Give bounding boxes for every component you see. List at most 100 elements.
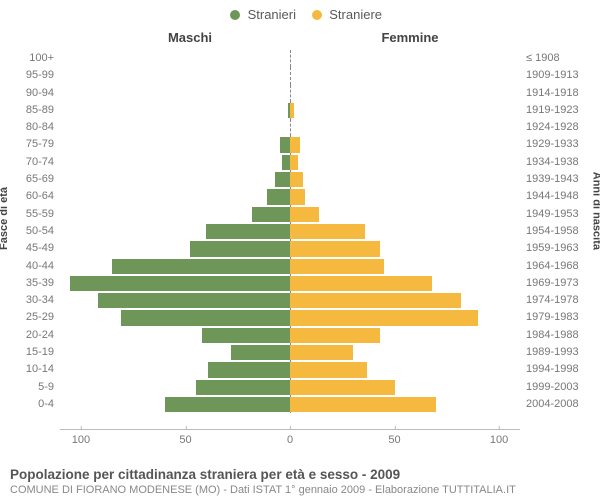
- bar-male: [252, 207, 290, 222]
- age-label: 75-79: [4, 136, 60, 153]
- chart-area: 100+≤ 190895-991909-191390-941914-191885…: [60, 50, 520, 430]
- age-label: 100+: [4, 50, 60, 67]
- pyramid-row: 75-791929-1933: [60, 136, 520, 153]
- age-label: 60-64: [4, 188, 60, 205]
- age-label: 40-44: [4, 258, 60, 275]
- bar-male: [202, 328, 290, 343]
- pyramid-row: 45-491959-1963: [60, 240, 520, 257]
- bar-female: [290, 259, 384, 274]
- bar-male: [165, 397, 290, 412]
- birth-year-label: 1954-1958: [520, 223, 598, 240]
- age-label: 30-34: [4, 292, 60, 309]
- birth-year-label: 1949-1953: [520, 206, 598, 223]
- age-label: 90-94: [4, 85, 60, 102]
- pyramid-row: 10-141994-1998: [60, 361, 520, 378]
- age-label: 5-9: [4, 379, 60, 396]
- pyramid-row: 40-441964-1968: [60, 258, 520, 275]
- age-label: 85-89: [4, 102, 60, 119]
- age-label: 70-74: [4, 154, 60, 171]
- bar-male: [70, 276, 290, 291]
- age-label: 25-29: [4, 309, 60, 326]
- pyramid-row: 50-541954-1958: [60, 223, 520, 240]
- pyramid-row: 55-591949-1953: [60, 206, 520, 223]
- age-label: 95-99: [4, 67, 60, 84]
- pyramid-row: 0-42004-2008: [60, 396, 520, 413]
- birth-year-label: 1934-1938: [520, 154, 598, 171]
- pyramid-row: 100+≤ 1908: [60, 50, 520, 67]
- pyramid-chart-container: { "chart": { "type": "population-pyramid…: [0, 0, 600, 500]
- bar-female: [290, 155, 298, 170]
- legend-label-female: Straniere: [329, 7, 382, 22]
- x-tick: 0: [287, 430, 293, 446]
- bar-female: [290, 172, 303, 187]
- x-tick: 50: [388, 430, 400, 446]
- pyramid-row: 95-991909-1913: [60, 67, 520, 84]
- bar-female: [290, 207, 319, 222]
- pyramid-row: 90-941914-1918: [60, 85, 520, 102]
- bar-male: [267, 189, 290, 204]
- birth-year-label: 1984-1988: [520, 327, 598, 344]
- bar-female: [290, 137, 300, 152]
- birth-year-label: 1999-2003: [520, 379, 598, 396]
- bar-male: [231, 345, 290, 360]
- age-label: 45-49: [4, 240, 60, 257]
- birth-year-label: 2004-2008: [520, 396, 598, 413]
- pyramid-row: 65-691939-1943: [60, 171, 520, 188]
- x-tick: 100: [72, 430, 90, 446]
- column-title-male: Maschi: [90, 30, 290, 45]
- birth-year-label: 1944-1948: [520, 188, 598, 205]
- pyramid-row: 30-341974-1978: [60, 292, 520, 309]
- bar-male: [190, 241, 290, 256]
- bar-female: [290, 103, 294, 118]
- birth-year-label: 1939-1943: [520, 171, 598, 188]
- age-label: 0-4: [4, 396, 60, 413]
- age-label: 65-69: [4, 171, 60, 188]
- bar-male: [196, 380, 290, 395]
- bar-male: [275, 172, 290, 187]
- x-tick: 100: [490, 430, 508, 446]
- pyramid-row: 20-241984-1988: [60, 327, 520, 344]
- chart-subtitle: COMUNE DI FIORANO MODENESE (MO) - Dati I…: [10, 484, 590, 496]
- bar-female: [290, 241, 380, 256]
- x-axis: 100 50 0 50 100: [60, 429, 520, 448]
- column-title-female: Femmine: [310, 30, 510, 45]
- bar-male: [98, 293, 290, 308]
- birth-year-label: 1989-1993: [520, 344, 598, 361]
- bar-male: [112, 259, 290, 274]
- birth-year-label: 1994-1998: [520, 361, 598, 378]
- pyramid-row: 80-841924-1928: [60, 119, 520, 136]
- bar-female: [290, 310, 478, 325]
- bar-female: [290, 224, 365, 239]
- age-label: 15-19: [4, 344, 60, 361]
- bar-female: [290, 328, 380, 343]
- chart-title: Popolazione per cittadinanza straniera p…: [10, 467, 590, 482]
- pyramid-row: 5-91999-2003: [60, 379, 520, 396]
- birth-year-label: 1924-1928: [520, 119, 598, 136]
- age-label: 50-54: [4, 223, 60, 240]
- birth-year-label: 1964-1968: [520, 258, 598, 275]
- birth-year-label: 1959-1963: [520, 240, 598, 257]
- legend-label-male: Stranieri: [248, 7, 296, 22]
- pyramid-row: 25-291979-1983: [60, 309, 520, 326]
- birth-year-label: 1929-1933: [520, 136, 598, 153]
- age-label: 20-24: [4, 327, 60, 344]
- bar-female: [290, 380, 395, 395]
- birth-year-label: ≤ 1908: [520, 50, 598, 67]
- age-label: 35-39: [4, 275, 60, 292]
- bar-male: [208, 362, 290, 377]
- birth-year-label: 1909-1913: [520, 67, 598, 84]
- bar-female: [290, 276, 432, 291]
- birth-year-label: 1914-1918: [520, 85, 598, 102]
- bar-female: [290, 293, 461, 308]
- bar-female: [290, 397, 436, 412]
- pyramid-row: 15-191989-1993: [60, 344, 520, 361]
- x-tick: 50: [179, 430, 191, 446]
- bar-female: [290, 345, 353, 360]
- birth-year-label: 1969-1973: [520, 275, 598, 292]
- age-label: 80-84: [4, 119, 60, 136]
- birth-year-label: 1919-1923: [520, 102, 598, 119]
- pyramid-row: 35-391969-1973: [60, 275, 520, 292]
- legend: Stranieri Straniere: [0, 6, 600, 22]
- birth-year-label: 1974-1978: [520, 292, 598, 309]
- bar-female: [290, 362, 367, 377]
